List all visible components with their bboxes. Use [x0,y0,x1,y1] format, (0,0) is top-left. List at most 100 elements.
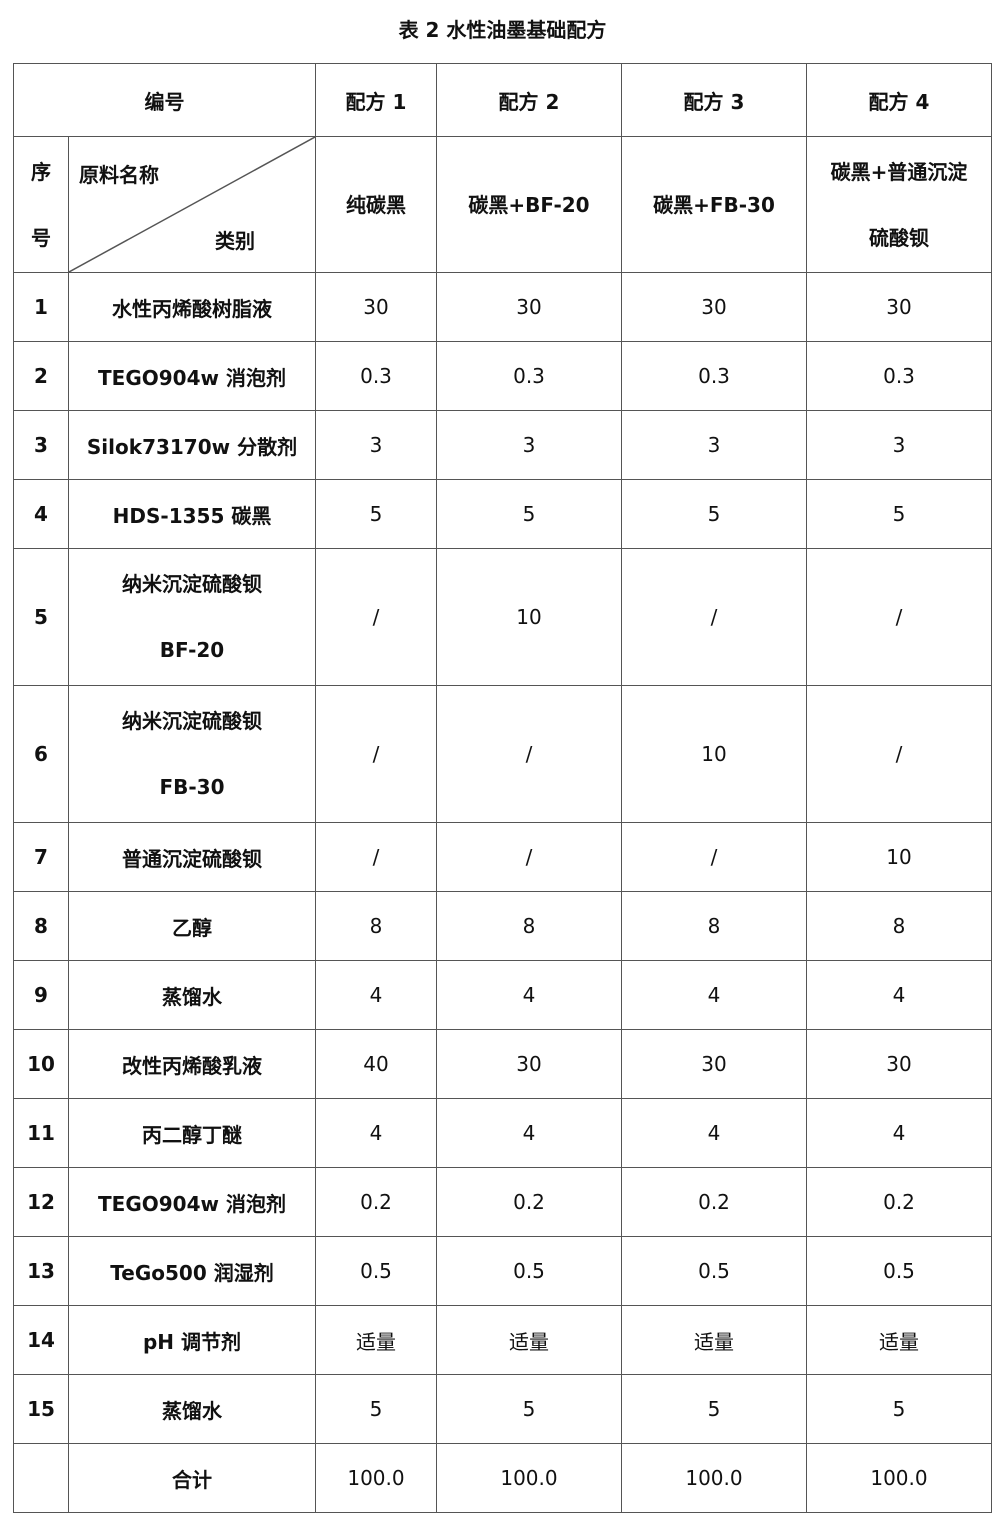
formula-value: 5 [806,1374,992,1444]
material-name: 纳米沉淀硫酸钡 BF-20 [68,548,316,686]
formula-value: / [436,822,622,892]
category-text: 纯碳黑 [346,192,406,217]
formula-value: 5 [621,479,807,549]
formula-value: 0.5 [436,1236,622,1306]
table-row: 15 蒸馏水 5 5 5 5 [13,1374,992,1444]
material-name: 蒸馏水 [68,1374,316,1444]
total-label: 合计 [68,1443,316,1513]
formula-value: 0.3 [806,341,992,411]
formula-value: / [621,548,807,686]
formula-value: 5 [315,479,437,549]
category-cell: 碳黑+FB-30 [621,136,807,273]
formula-value: 4 [621,960,807,1030]
formula-value: 10 [436,548,622,686]
row-number: 12 [13,1167,69,1237]
formula-header: 配方 4 [806,63,992,137]
category-text: 碳黑+普通沉淀 [830,159,968,184]
material-name: 丙二醇丁醚 [68,1098,316,1168]
table-row: 13 TeGo500 润湿剂 0.5 0.5 0.5 0.5 [13,1236,992,1306]
table-row: 1 水性丙烯酸树脂液 30 30 30 30 [13,272,992,342]
formula-value: 4 [621,1098,807,1168]
material-name: 改性丙烯酸乳液 [68,1029,316,1099]
table-row: 7 普通沉淀硫酸钡 / //10 [13,822,992,892]
header-row: 编号 配方 1 配方 2 配方 3 配方 4 [13,63,992,137]
formula-value: 4 [315,960,437,1030]
row-number: 10 [13,1029,69,1099]
formula-header: 配方 1 [315,63,437,137]
formula-value: / [315,548,437,686]
formula-value: 0.5 [806,1236,992,1306]
row-number: 6 [13,685,69,823]
formula-value: 0.2 [315,1167,437,1237]
total-value: 100.0 [806,1443,992,1513]
formula-value: 3 [806,410,992,480]
seq-header: 序号 [13,136,69,273]
table-row: 8 乙醇 8 8 8 8 [13,891,992,961]
category-cell: 碳黑+普通沉淀 硫酸钡 [806,136,992,273]
material-name: 水性丙烯酸树脂液 [68,272,316,342]
row-number: 1 [13,272,69,342]
formula-value: 8 [621,891,807,961]
formula-value: 10 [806,822,992,892]
formula-value: 5 [621,1374,807,1444]
category-cell: 碳黑+BF-20 [436,136,622,273]
formula-value: 0.5 [315,1236,437,1306]
formula-table: 编号 配方 1 配方 2 配方 3 配方 4 序号 原料名称 类别 纯碳黑 碳黑… [13,63,992,1513]
row-number [13,1443,69,1513]
total-value: 100.0 [621,1443,807,1513]
category-text: 碳黑+BF-20 [468,192,590,217]
formula-value: 0.3 [621,341,807,411]
material-name: Silok73170w 分散剂 [68,410,316,480]
formula-value: 3 [315,410,437,480]
formula-value: 0.2 [806,1167,992,1237]
formula-value: 4 [806,1098,992,1168]
table-row: 12 TEGO904w 消泡剂 0.2 0.2 0.2 0.2 [13,1167,992,1237]
row-number: 9 [13,960,69,1030]
total-value: 100.0 [315,1443,437,1513]
formula-value: 适量 [436,1305,622,1375]
formula-value: 4 [315,1098,437,1168]
formula-value: 适量 [806,1305,992,1375]
seq-label: 序 [31,159,51,184]
formula-value: 8 [806,891,992,961]
row-number: 15 [13,1374,69,1444]
formula-value: 0.3 [315,341,437,411]
material-label: 原料名称 [79,163,159,187]
diagonal-header-cell: 原料名称 类别 [68,136,316,273]
id-header: 编号 [13,63,316,137]
formula-value: / [315,685,437,823]
formula-value: 0.2 [436,1167,622,1237]
formula-value: 40 [315,1029,437,1099]
material-name-line: 纳米沉淀硫酸钡 [122,709,262,733]
material-name: TEGO904w 消泡剂 [68,341,316,411]
table-row: 3 Silok73170w 分散剂 3 3 3 3 [13,410,992,480]
formula-value: 4 [806,960,992,1030]
row-number: 2 [13,341,69,411]
formula-value: 30 [806,272,992,342]
formula-value: 0.5 [621,1236,807,1306]
formula-value: 8 [436,891,622,961]
table-row: 6 纳米沉淀硫酸钡 FB-30//10/ [13,685,992,823]
category-text: 碳黑+FB-30 [653,192,775,217]
category-row: 序号 原料名称 类别 纯碳黑 碳黑+BF-20 碳黑+FB-30 碳黑+普通沉淀… [13,136,992,273]
material-name: 蒸馏水 [68,960,316,1030]
formula-value: 30 [436,272,622,342]
material-name: TEGO904w 消泡剂 [68,1167,316,1237]
formula-value: / [315,822,437,892]
formula-value: 8 [315,891,437,961]
row-number: 8 [13,891,69,961]
row-number: 14 [13,1305,69,1375]
formula-value: 30 [621,1029,807,1099]
category-text: 硫酸钡 [869,225,929,250]
material-name: pH 调节剂 [68,1305,316,1375]
seq-label: 号 [31,225,51,250]
formula-value: 0.3 [436,341,622,411]
category-label: 类别 [215,229,255,253]
formula-value: 5 [436,479,622,549]
formula-value: 30 [436,1029,622,1099]
formula-header: 配方 2 [436,63,622,137]
formula-value: 4 [436,1098,622,1168]
table-row: 4 HDS-1355 碳黑 5 5 5 5 [13,479,992,549]
formula-value: 3 [621,410,807,480]
formula-value: / [806,685,992,823]
